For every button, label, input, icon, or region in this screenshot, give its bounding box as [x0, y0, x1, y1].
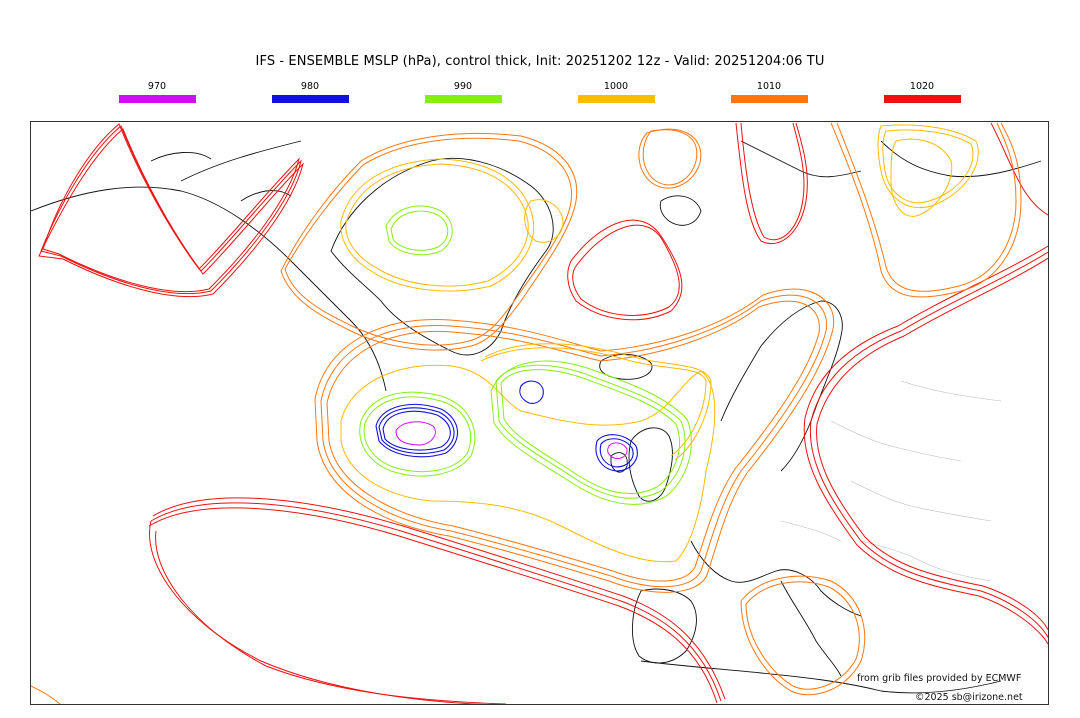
isobar-1020 [42, 123, 300, 293]
legend-label: 970 [147, 81, 167, 92]
isobar-1010 [638, 128, 702, 189]
isobar-1010 [830, 122, 1022, 298]
iberia-coast [631, 588, 697, 664]
legend-swatch [271, 95, 349, 103]
svalbard [659, 195, 702, 226]
isobar-1010 [326, 300, 820, 582]
legend-label: 1000 [603, 81, 629, 92]
isobar-1020 [740, 122, 805, 241]
italy-coast [780, 580, 842, 677]
isobar-1020 [809, 251, 1048, 639]
country-border [850, 480, 992, 522]
isobar-1010 [314, 288, 835, 593]
isobar-990 [490, 360, 692, 505]
data-source-credit: from grib files provided by ECMWF [857, 673, 1022, 684]
isobars-990 [359, 205, 692, 505]
canada-coast [31, 186, 387, 392]
isobar-1000 [340, 158, 535, 292]
legend-swatch [424, 95, 502, 103]
legend-swatch [118, 95, 196, 103]
isobar-990 [359, 391, 476, 477]
isobar-1010 [284, 137, 573, 346]
british-isles [610, 427, 673, 502]
isobar-1020 [149, 520, 486, 704]
coastlines [31, 140, 1042, 694]
isobar-1000 [484, 343, 712, 461]
isobar-990 [495, 364, 686, 499]
country-border [780, 520, 842, 542]
legend-label: 1010 [756, 81, 782, 92]
isobar-1000 [480, 347, 707, 457]
arctic-islands [150, 140, 302, 202]
isobar-1000 [340, 364, 716, 563]
isobar-1020 [155, 530, 507, 704]
isobar-980 [519, 380, 544, 404]
country-border [860, 540, 992, 582]
isobar-1020 [572, 224, 680, 316]
isobar-1020 [40, 125, 302, 295]
copyright-notice: ©2025 sb@irizone.net [915, 692, 1023, 703]
isobar-980 [375, 403, 459, 458]
isobars-980 [375, 380, 638, 472]
isobar-990 [385, 205, 453, 256]
isobar-980 [382, 410, 451, 451]
isobar-1020 [38, 128, 304, 298]
legend-item-970: 970 [118, 80, 196, 103]
isobar-990 [363, 396, 471, 473]
isobar-1000 [882, 129, 974, 204]
legend-swatch [730, 95, 808, 103]
isobar-legend: 970 980 990 1000 1010 1020 [0, 80, 1080, 112]
isobars-970 [395, 421, 628, 459]
isobar-map [31, 122, 1048, 704]
isobar-980 [599, 438, 634, 468]
isobar-1020 [567, 219, 683, 321]
isobar-1020 [990, 122, 1048, 216]
isobars-1020 [38, 122, 1048, 704]
north-africa-coast [640, 660, 1002, 694]
europe-coast [690, 540, 862, 617]
isobar-1020 [816, 257, 1048, 632]
isobar-1020 [150, 502, 722, 702]
isobar-1000 [345, 163, 529, 287]
isobar-980 [595, 434, 638, 472]
isobar-970 [395, 421, 436, 446]
scandinavia-coast [720, 300, 843, 472]
isobar-1010 [280, 132, 578, 351]
isobar-990 [390, 210, 449, 251]
legend-item-1020: 1020 [883, 80, 961, 103]
isobar-1010 [320, 294, 828, 588]
isobar-1020 [148, 507, 718, 704]
isobar-1010 [836, 122, 1017, 292]
greenland-coast [330, 157, 554, 356]
country-border [900, 380, 1002, 402]
legend-label: 980 [300, 81, 320, 92]
isobar-1010 [745, 581, 860, 690]
isobar-1000 [524, 199, 564, 243]
borders [780, 380, 1002, 582]
country-border [830, 420, 962, 462]
isobar-1000 [890, 138, 953, 217]
isobars-1010 [31, 122, 1022, 704]
legend-item-1000: 1000 [577, 80, 655, 103]
isobars-1000 [340, 124, 979, 563]
legend-label: 990 [453, 81, 473, 92]
legend-item-990: 990 [424, 80, 502, 103]
isobar-990 [500, 369, 680, 495]
map-panel[interactable]: from grib files provided by ECMWF ©2025 … [30, 121, 1049, 705]
isobar-1020 [735, 122, 808, 245]
isobar-970 [607, 442, 628, 459]
isobar-1020 [803, 245, 1048, 645]
isobar-1010 [642, 129, 698, 186]
legend-swatch [883, 95, 961, 103]
map-title: IFS - ENSEMBLE MSLP (hPa), control thick… [255, 54, 825, 69]
legend-item-980: 980 [271, 80, 349, 103]
legend-label: 1020 [909, 81, 935, 92]
iceland-coast [599, 354, 653, 380]
legend-item-1010: 1010 [730, 80, 808, 103]
isobar-1020 [152, 497, 726, 700]
isobar-980 [378, 407, 455, 454]
isobar-1010 [31, 685, 61, 704]
legend-swatch [577, 95, 655, 103]
isobar-1010 [740, 575, 866, 696]
